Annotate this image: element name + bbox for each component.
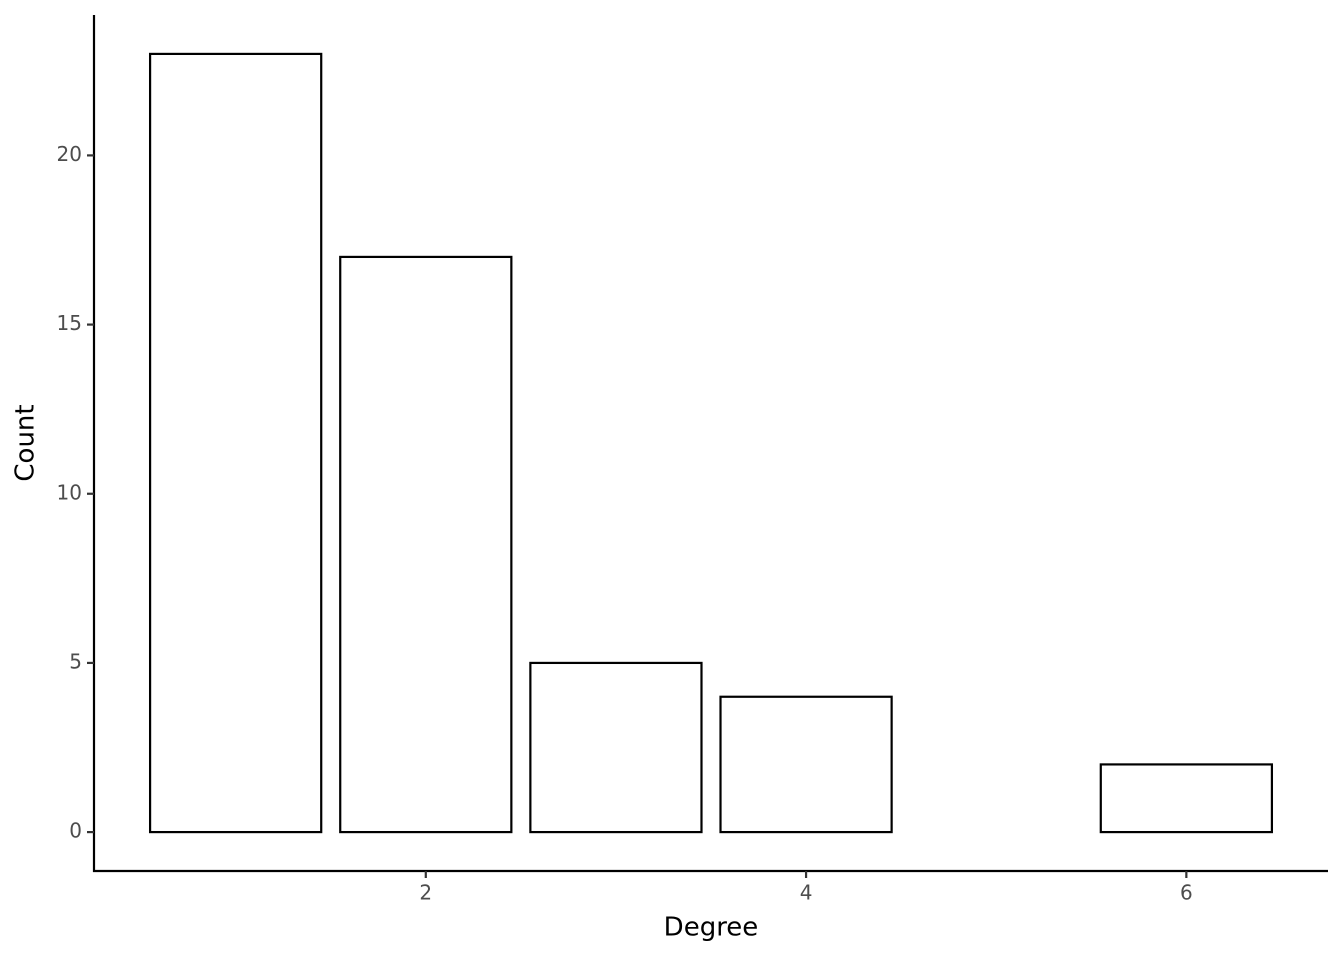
bar bbox=[339, 255, 513, 834]
bar bbox=[719, 695, 893, 834]
y-tick-label: 10 bbox=[57, 480, 82, 504]
y-tick-label: 5 bbox=[69, 649, 82, 673]
y-tick-label: 0 bbox=[69, 819, 82, 843]
x-tick-label: 4 bbox=[800, 881, 813, 905]
y-axis-title: Count bbox=[11, 404, 41, 481]
bar bbox=[1099, 763, 1274, 834]
x-tick-label: 6 bbox=[1180, 881, 1193, 905]
bar bbox=[529, 661, 703, 834]
y-tick-label: 15 bbox=[57, 311, 82, 335]
x-axis-title: Degree bbox=[664, 913, 759, 943]
y-tick-label: 20 bbox=[57, 142, 82, 166]
bar bbox=[148, 52, 323, 834]
x-tick-label: 2 bbox=[419, 881, 432, 905]
